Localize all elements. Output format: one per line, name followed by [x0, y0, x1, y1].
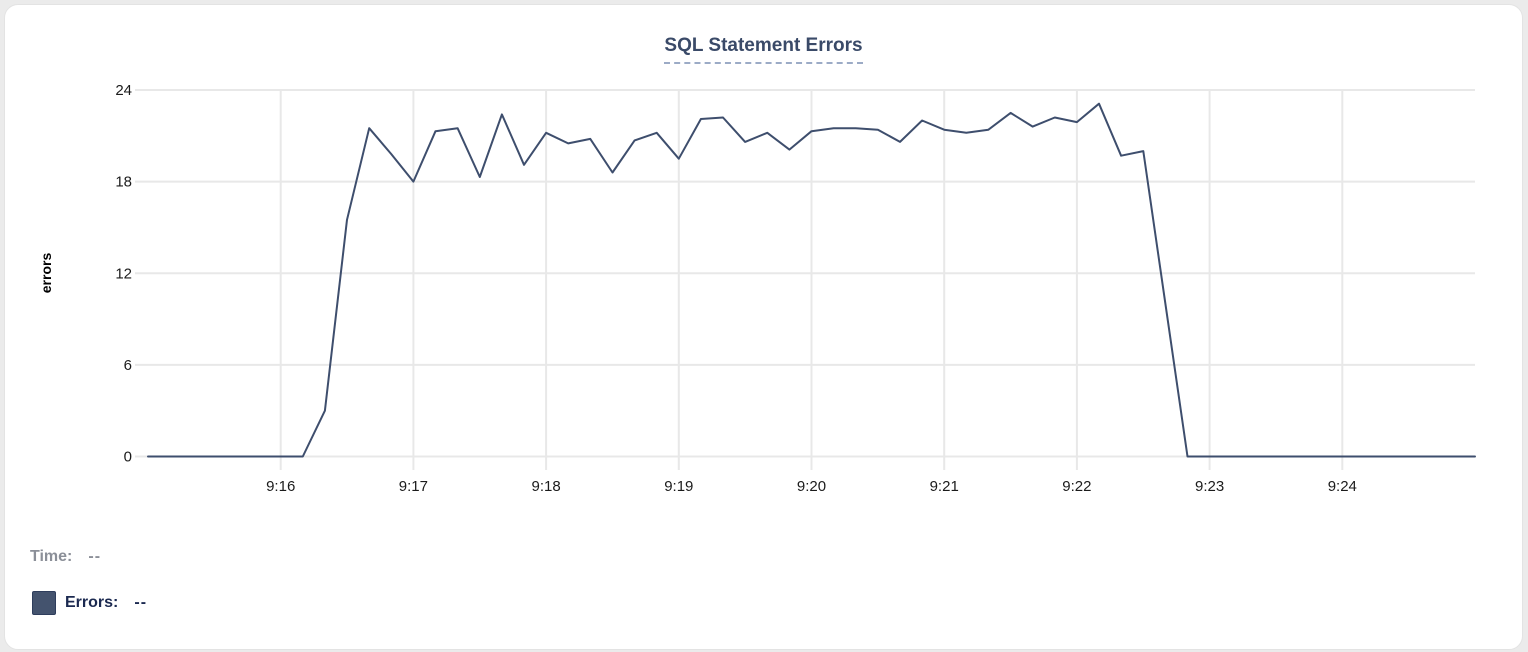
x-axis-tick-label: 9:20 [797, 478, 826, 495]
chart-hover-region[interactable] [148, 90, 1475, 457]
x-axis-tick-label: 9:18 [531, 478, 560, 495]
chart-title[interactable]: SQL Statement Errors [664, 35, 863, 64]
y-axis-title: errors [38, 253, 54, 294]
chart-title-row: SQL Statement Errors [5, 35, 1522, 64]
x-axis-tick-label: 9:22 [1062, 478, 1091, 495]
legend-time-value: -- [88, 548, 102, 565]
x-axis-tick-label: 9:21 [930, 478, 959, 495]
legend-errors-value: -- [134, 594, 148, 611]
y-axis-tick-label: 24 [115, 82, 132, 99]
chart-card: SQL Statement Errors 0 6 12 18 24 9:16 9:17 9:1… [4, 4, 1523, 650]
x-axis-tick-label: 9:17 [399, 478, 428, 495]
legend-time-label: Time: [30, 548, 73, 565]
errors-series-swatch [32, 591, 56, 615]
legend-time-row: Time: -- [30, 548, 101, 566]
x-axis-tick-label: 9:19 [664, 478, 693, 495]
x-axis-tick-label: 9:16 [266, 478, 295, 495]
x-axis-tick-label: 9:24 [1328, 478, 1357, 495]
sql-errors-line-chart[interactable]: 0 6 12 18 24 9:16 9:17 9:18 9:19 9:20 9:21 9:22 9:23… [5, 5, 1528, 505]
legend-errors-label: Errors: [65, 594, 119, 611]
legend-errors-row: Errors: -- [32, 591, 147, 615]
x-axis-tick-label: 9:23 [1195, 478, 1224, 495]
y-axis-tick-label: 0 [124, 449, 132, 466]
y-axis-tick-label: 12 [115, 265, 132, 282]
errors-line [147, 102, 1476, 458]
y-axis-tick-label: 18 [115, 174, 132, 191]
y-axis-tick-label: 6 [124, 357, 132, 374]
